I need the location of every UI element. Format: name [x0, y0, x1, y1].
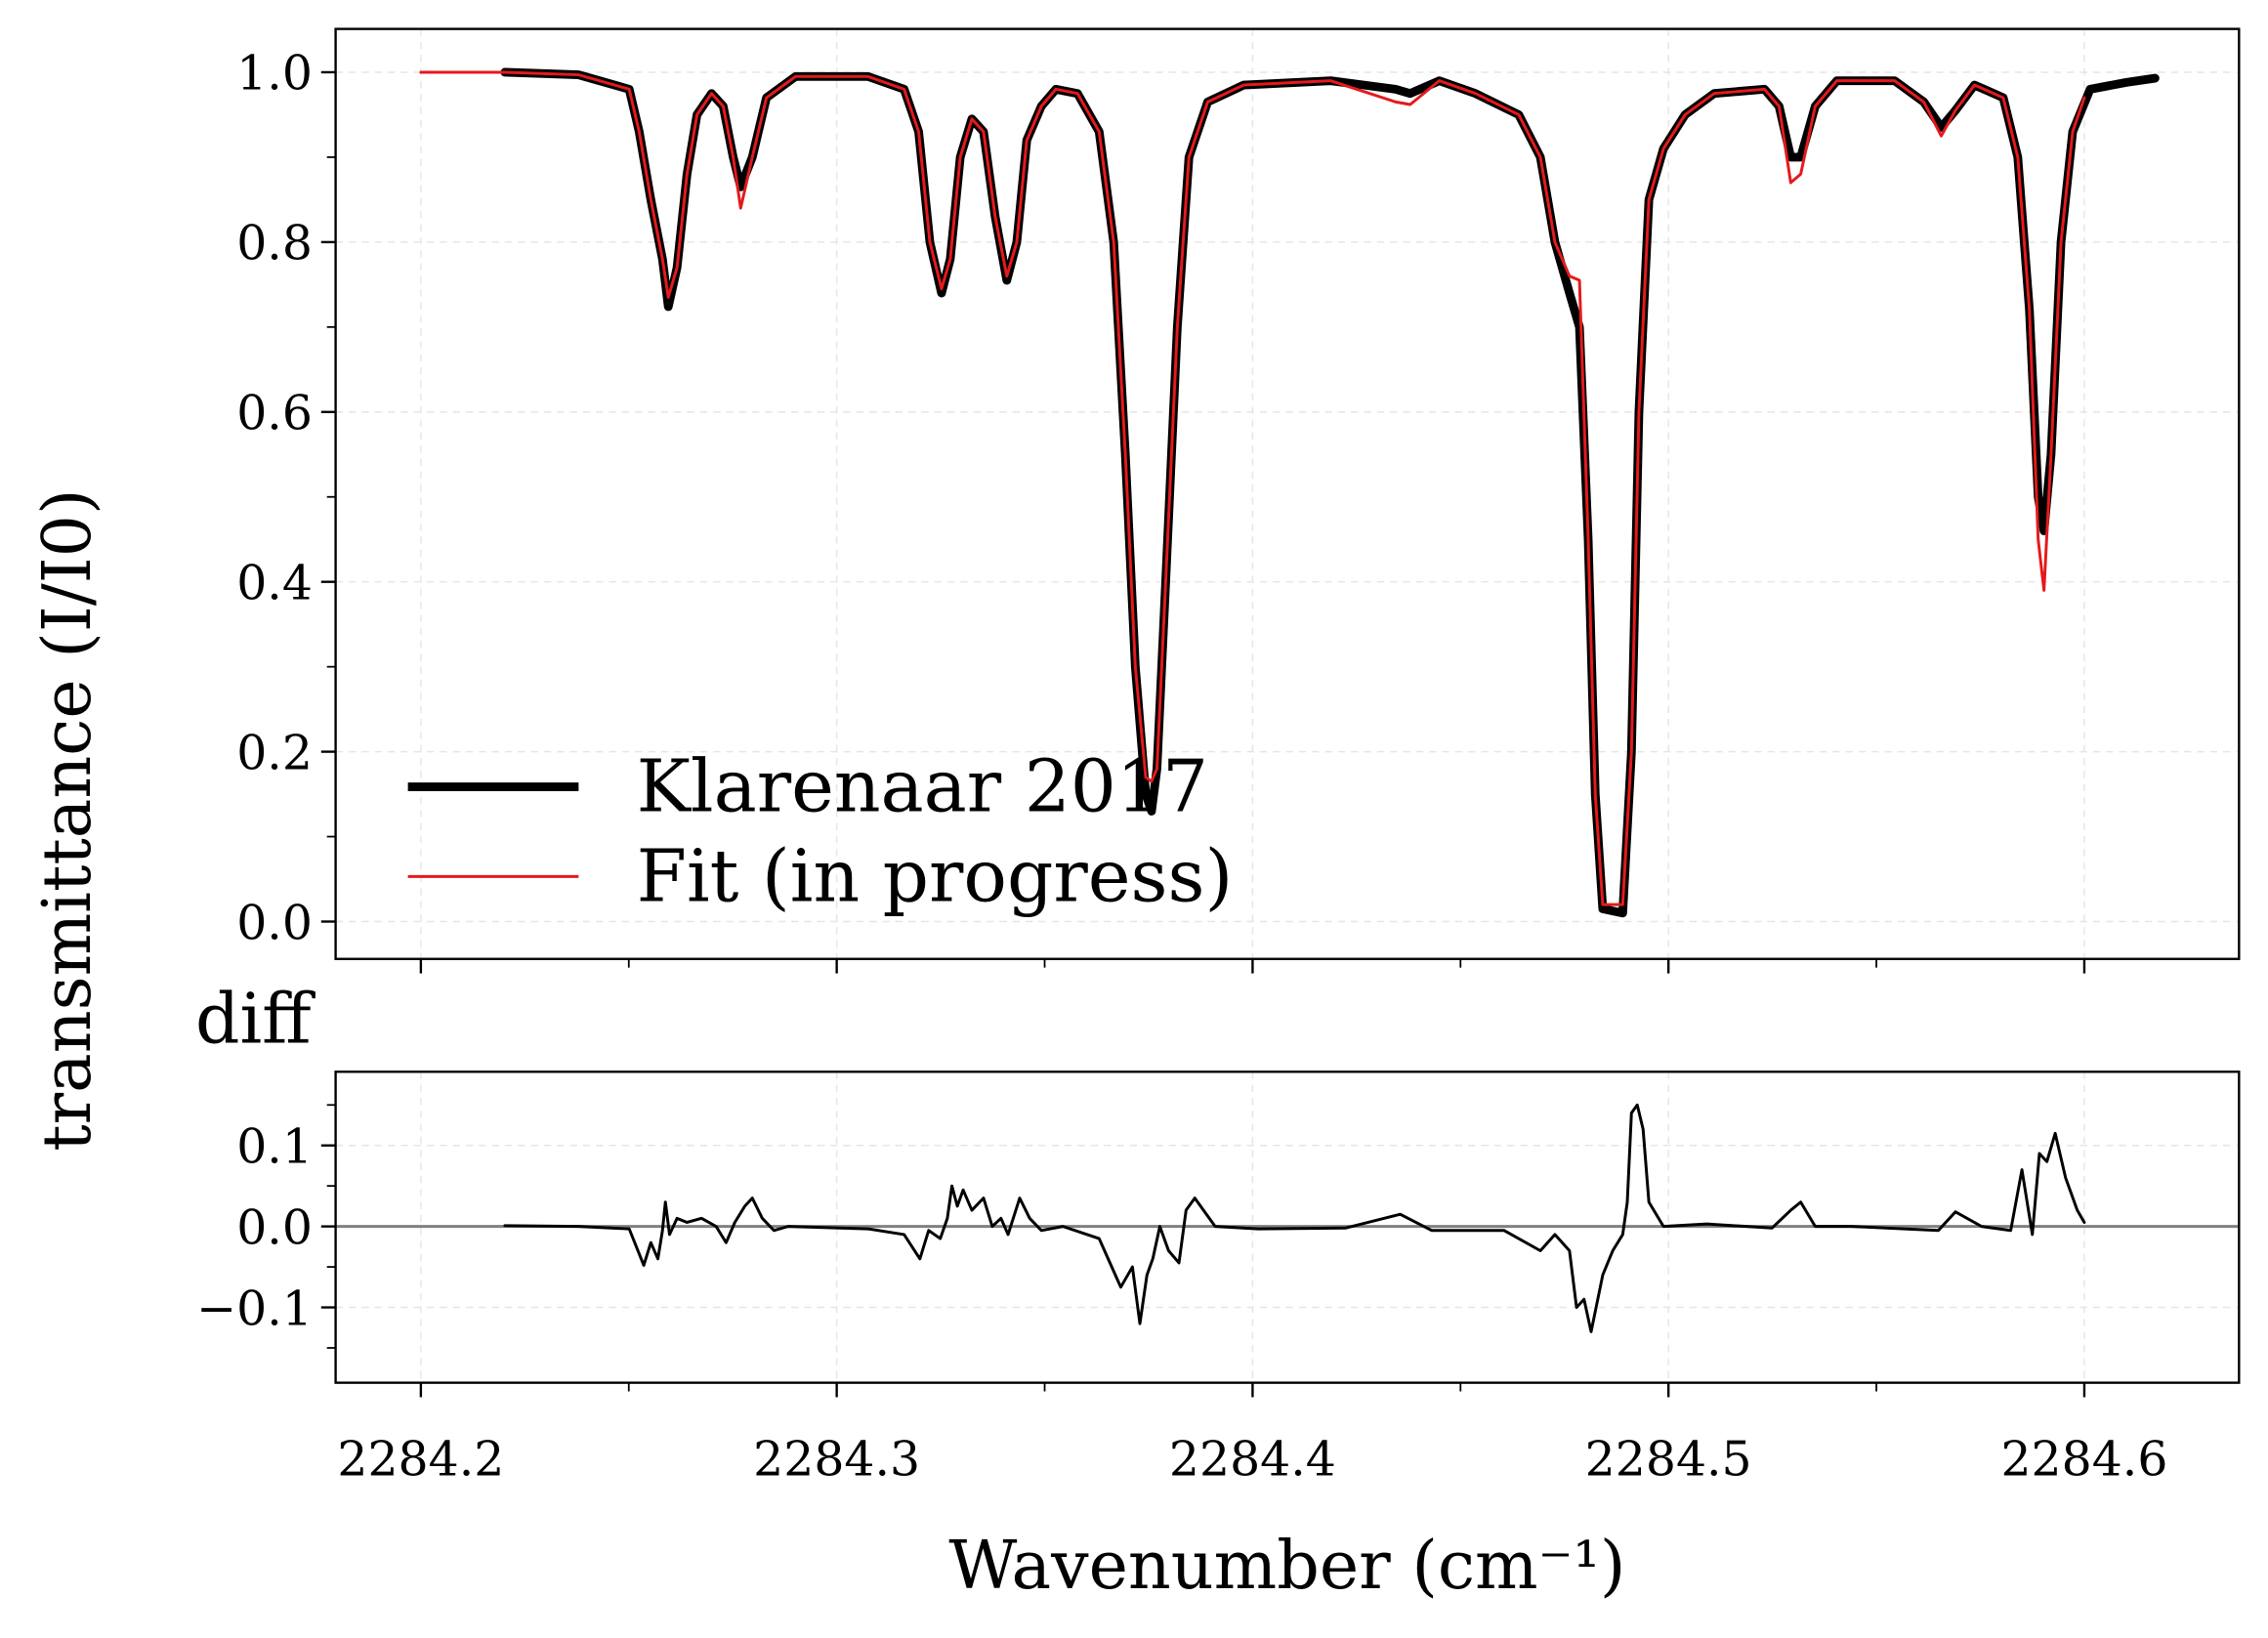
data-line: [419, 70, 2086, 906]
x-tick-label: 2284.4: [1169, 1431, 1336, 1487]
axes-frame: [334, 27, 2241, 960]
y-tick-label: −0.1: [196, 1281, 313, 1336]
y-tick-label: 1.0: [236, 46, 313, 102]
x-tick-label: 2284.5: [1585, 1431, 1752, 1487]
y-tick-label: 0.0: [236, 1199, 313, 1255]
y-tick-label: 0.1: [236, 1118, 313, 1174]
y-tick-label: 0.4: [236, 555, 313, 610]
y-tick-label: 0.0: [236, 895, 313, 950]
data-line: [503, 1103, 2086, 1333]
y-axis-label: transmittance (I/I0): [29, 488, 106, 1151]
x-tick-label: 2284.3: [753, 1431, 920, 1487]
x-axis-label: Wavenumber (cm⁻¹): [948, 1528, 1625, 1605]
y-tick-label: 0.2: [236, 725, 313, 780]
legend-label: Fit (in progress): [637, 835, 1234, 919]
x-tick-label: 2284.2: [337, 1431, 504, 1487]
x-tick-label: 2284.6: [2000, 1431, 2167, 1487]
legend-label: Klarenaar 2017: [637, 745, 1208, 829]
y-tick-label: 0.6: [236, 386, 313, 441]
axes-title: diff: [195, 979, 315, 1060]
y-tick-label: 0.8: [236, 216, 313, 272]
